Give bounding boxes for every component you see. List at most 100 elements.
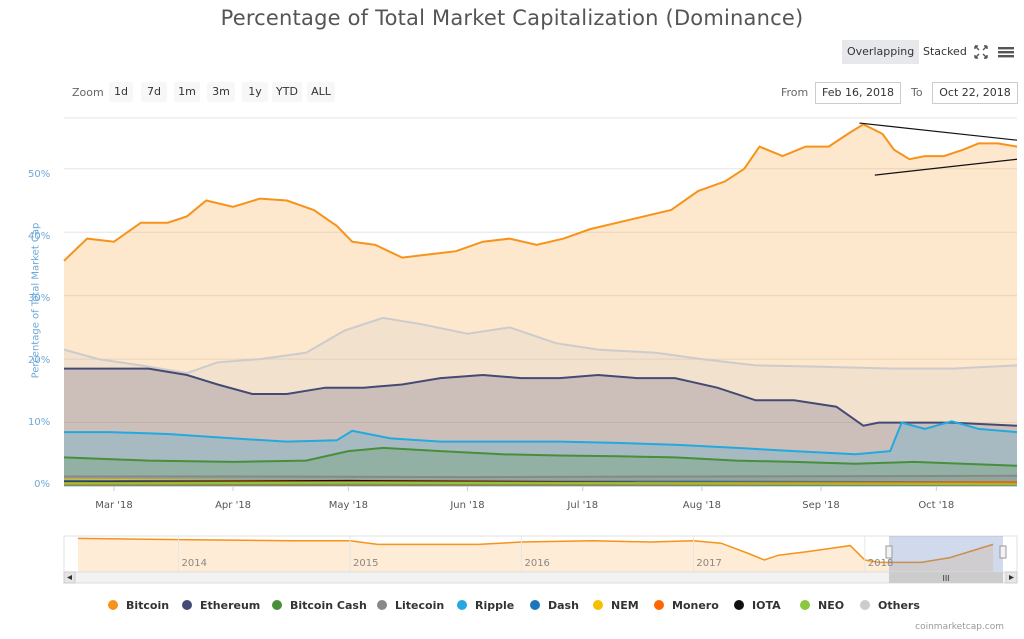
zoom-all-button[interactable]: ALL — [307, 82, 335, 102]
series-line-bitcoin — [63, 123, 1018, 262]
series-area-bitcoin — [64, 124, 1017, 487]
scrollbar-thumb[interactable] — [889, 572, 1003, 583]
x-tick-label: Aug '18 — [683, 500, 721, 511]
y-tick-label: 0% — [34, 479, 50, 490]
series-line-neo — [63, 481, 1018, 486]
hamburger-menu-icon[interactable] — [997, 44, 1015, 60]
x-axis-ticks: Mar '18 Apr '18 May '18 Jun '18 Jul '18 … — [64, 486, 1017, 511]
monero-swatch-icon — [654, 600, 664, 610]
legend-label: Others — [878, 599, 920, 612]
series-line-litecoin — [64, 474, 1018, 479]
stacked-toggle[interactable]: Stacked — [923, 45, 967, 58]
legend-label: Litecoin — [395, 599, 445, 612]
legend-label: Dash — [548, 599, 579, 612]
series-area-ethereum — [64, 368, 1017, 486]
nem-swatch-icon — [593, 600, 603, 610]
litecoin-swatch-icon — [377, 600, 387, 610]
legend-item-neo[interactable]: NEO — [800, 598, 844, 614]
series-area-others — [64, 317, 1017, 486]
navigator-year-label: 2014 — [182, 558, 207, 569]
series-areas — [63, 123, 1018, 487]
overlapping-toggle[interactable]: Overlapping — [842, 40, 920, 64]
legend-label: Ethereum — [200, 599, 261, 612]
navigator-series — [77, 537, 994, 572]
x-tick-label: Oct '18 — [918, 500, 954, 511]
navigator-right-handle[interactable] — [999, 545, 1007, 559]
zoom-1m-button[interactable]: 1m — [174, 82, 200, 102]
legend-label: Bitcoin — [126, 599, 170, 612]
series-line-ethereum — [64, 367, 1018, 427]
chart-legend: Bitcoin Ethereum Bitcoin Cash Litecoin R… — [0, 598, 1024, 614]
others-swatch-icon — [860, 600, 870, 610]
navigator-line — [77, 537, 994, 564]
series-line-bitcoin-cash — [63, 446, 1018, 467]
navigator[interactable]: 2014 2015 2016 2017 2018 III — [0, 530, 1024, 585]
trendline-upper — [859, 122, 1018, 141]
navigator-selection[interactable] — [889, 536, 1003, 572]
range-to-label: To — [911, 86, 923, 99]
range-from-label: From — [781, 86, 809, 99]
series-area-ripple — [64, 421, 1017, 486]
x-tick-label: Apr '18 — [215, 500, 251, 511]
x-tick-label: Jul '18 — [566, 500, 598, 511]
legend-label: Bitcoin Cash — [290, 599, 367, 612]
range-to-input[interactable]: Oct 22, 2018 — [932, 82, 1018, 104]
legend-item-monero[interactable]: Monero — [654, 598, 719, 614]
y-tick-label: 10% — [28, 417, 51, 428]
series-line-ripple — [64, 420, 1018, 456]
zoom-ytd-button[interactable]: YTD — [272, 82, 302, 102]
credit-text: coinmarketcap.com — [915, 622, 1004, 632]
legend-item-ripple[interactable]: Ripple — [457, 598, 514, 614]
navigator-year-label: 2018 — [868, 558, 893, 569]
legend-label: Monero — [672, 599, 719, 612]
zoom-7d-button[interactable]: 7d — [141, 82, 167, 102]
navigator-year-label: 2017 — [696, 558, 721, 569]
dominance-chart[interactable]: Mar '18 Apr '18 May '18 Jun '18 Jul '18 … — [0, 0, 1024, 520]
legend-item-dash[interactable]: Dash — [530, 598, 579, 614]
legend-item-bitcoin-cash[interactable]: Bitcoin Cash — [272, 598, 367, 614]
arrow-left-icon — [67, 575, 72, 580]
legend-label: NEO — [818, 599, 845, 612]
bitcoin-cash-swatch-icon — [272, 600, 282, 610]
neo-swatch-icon — [800, 600, 810, 610]
fullscreen-icon[interactable] — [973, 44, 989, 60]
ethereum-swatch-icon — [182, 600, 192, 610]
legend-item-nem[interactable]: NEM — [593, 598, 639, 614]
legend-label: NEM — [611, 599, 639, 612]
zoom-3m-button[interactable]: 3m — [207, 82, 235, 102]
zoom-1d-button[interactable]: 1d — [109, 82, 133, 102]
x-tick-label: Mar '18 — [95, 500, 133, 511]
legend-item-bitcoin[interactable]: Bitcoin — [108, 598, 169, 614]
bitcoin-swatch-icon — [108, 600, 118, 610]
y-tick-label: 50% — [28, 169, 51, 180]
ripple-swatch-icon — [457, 600, 467, 610]
trendline-annotation — [859, 122, 1018, 176]
legend-item-iota[interactable]: IOTA — [734, 598, 781, 614]
x-tick-label: Sep '18 — [802, 500, 840, 511]
navigator-area — [78, 538, 994, 572]
arrow-right-icon — [1009, 575, 1014, 580]
legend-label: Ripple — [475, 599, 515, 612]
scrollbar-grip: III — [942, 574, 949, 583]
scrollbar-track[interactable] — [63, 571, 1018, 584]
navigator-year-label: 2015 — [353, 558, 378, 569]
zoom-label: Zoom — [72, 86, 104, 99]
x-tick-label: Jun '18 — [449, 500, 484, 511]
chart-title: Percentage of Total Market Capitalizatio… — [220, 6, 804, 30]
navigator-year-label: 2016 — [524, 558, 549, 569]
dash-swatch-icon — [530, 600, 540, 610]
legend-item-ethereum[interactable]: Ethereum — [182, 598, 260, 614]
zoom-1y-button[interactable]: 1y — [242, 82, 268, 102]
legend-item-others[interactable]: Others — [860, 598, 920, 614]
range-from-input[interactable]: Feb 16, 2018 — [815, 82, 901, 104]
navigator-years: 2014 2015 2016 2017 2018 — [178, 536, 893, 572]
y-tick-label: 30% — [28, 293, 51, 304]
iota-swatch-icon — [734, 600, 744, 610]
trendline-lower — [874, 158, 1018, 176]
legend-label: IOTA — [752, 599, 781, 612]
navigator-left-handle[interactable] — [885, 545, 893, 559]
y-tick-label: 40% — [28, 231, 51, 242]
x-tick-label: May '18 — [329, 500, 368, 511]
series-line-others — [63, 316, 1018, 375]
legend-item-litecoin[interactable]: Litecoin — [377, 598, 444, 614]
